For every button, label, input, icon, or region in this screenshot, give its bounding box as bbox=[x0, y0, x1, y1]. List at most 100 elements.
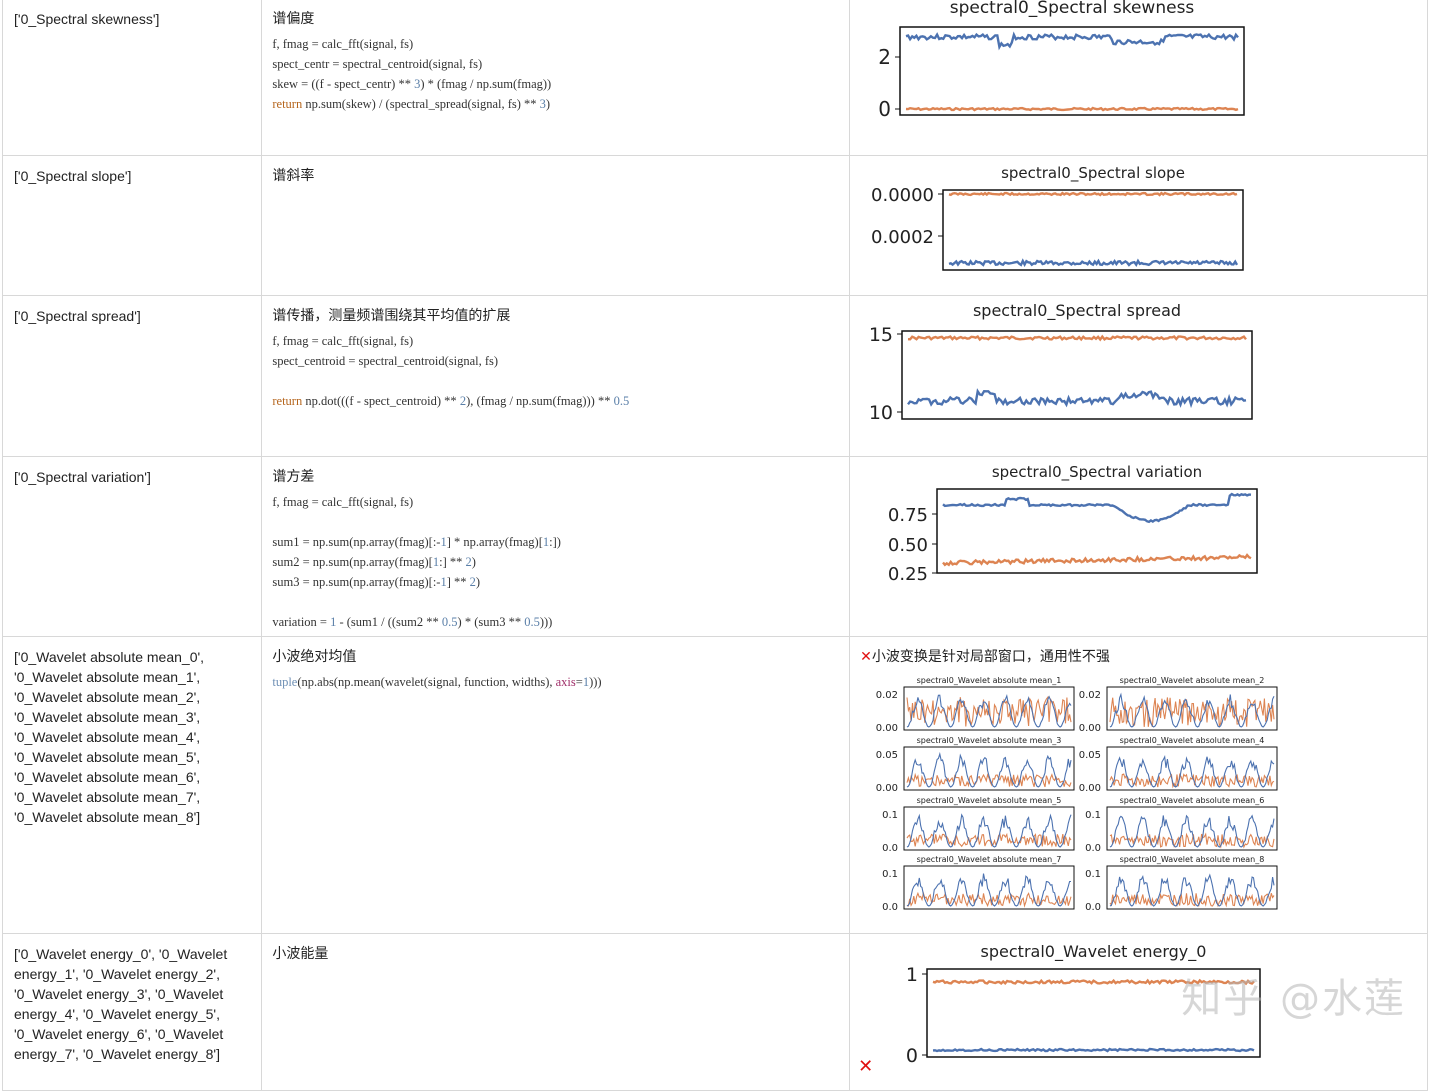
code-line: sum3 = np.sum(np.array(fmag)[:-1] ** 2) bbox=[272, 575, 481, 589]
note-text: 小波变换是针对局部窗口，通用性不强 bbox=[871, 649, 1110, 665]
y-tick-label: 0.0 bbox=[882, 902, 898, 913]
description-cell: 谱斜率 bbox=[261, 155, 851, 296]
y-tick-label: 0.75 bbox=[888, 505, 928, 526]
y-tick-label: 0.02 bbox=[876, 690, 898, 701]
line-chart: spectral0_Spectral spread 15 10 bbox=[869, 301, 1253, 424]
series-line-1 bbox=[905, 31, 1240, 51]
feature-name-cell: ['0_Spectral variation'] bbox=[1, 456, 263, 637]
y-tick-label: 0.05 bbox=[876, 750, 898, 761]
chart-title: spectral0_Wavelet energy_0 bbox=[981, 942, 1207, 962]
plot-frame bbox=[936, 488, 1258, 574]
code-line: f, fmag = calc_fft(signal, fs) bbox=[272, 37, 414, 51]
series-line-2 bbox=[933, 1047, 1255, 1053]
y-tick-label: 0 bbox=[878, 97, 891, 121]
line-chart: spectral0_Spectral slope 0.0000 0.0002 bbox=[871, 164, 1244, 271]
mini-plot-frame bbox=[903, 746, 1075, 791]
y-tick-label: 0.0000 bbox=[871, 185, 934, 206]
feature-description: 谱方差 bbox=[272, 469, 315, 485]
y-tick-label: 0.1 bbox=[882, 810, 898, 821]
feature-name-cell: ['0_Wavelet absolute mean_0', '0_Wavelet… bbox=[1, 636, 263, 934]
code-line: sum1 = np.sum(np.array(fmag)[:-1] * np.a… bbox=[272, 535, 561, 549]
series-line-1 bbox=[906, 693, 1072, 728]
plot-frame bbox=[942, 189, 1244, 271]
description-cell: 谱偏度 f, fmag = calc_fft(signal, fs) spect… bbox=[261, 0, 851, 156]
code-line: return np.sum(skew) / (spectral_spread(s… bbox=[272, 97, 551, 111]
y-tick-label: 0.1 bbox=[882, 869, 898, 880]
feature-name: ['0_Spectral spread'] bbox=[14, 308, 141, 324]
series-line-1 bbox=[1109, 755, 1275, 788]
series-line-2 bbox=[906, 695, 1072, 727]
mini-chart-title: spectral0_Wavelet absolute mean_1 bbox=[917, 676, 1062, 685]
cross-mark-icon: ✕ bbox=[860, 649, 872, 665]
y-tick-label: 0 bbox=[906, 1045, 918, 1067]
code-line: f, fmag = calc_fft(signal, fs) bbox=[272, 334, 414, 348]
y-tick-label: 0.00 bbox=[1079, 783, 1101, 794]
code-line: spect_centroid = spectral_centroid(signa… bbox=[272, 354, 499, 368]
mini-plot-frame bbox=[1106, 806, 1278, 851]
y-tick-label: 0.25 bbox=[888, 564, 928, 585]
plot-frame bbox=[901, 330, 1253, 420]
series-line-2 bbox=[907, 388, 1247, 409]
series-line-1 bbox=[1109, 692, 1275, 728]
plot-frame bbox=[899, 26, 1245, 116]
feature-description: 小波能量 bbox=[272, 946, 329, 962]
mini-chart-title: spectral0_Wavelet absolute mean_8 bbox=[1120, 855, 1265, 864]
code-block: f, fmag = calc_fft(signal, fs) spect_cen… bbox=[263, 325, 849, 411]
feature-name-cell: ['0_Spectral skewness'] bbox=[1, 0, 263, 156]
feature-name: ['0_Wavelet energy_0', '0_Wavelet energy… bbox=[14, 946, 228, 1062]
plot-cell: spectral0_Spectral variation 0.75 0.50 0.25 bbox=[849, 456, 1428, 637]
y-tick-label: 0.50 bbox=[888, 535, 928, 556]
code-line: f, fmag = calc_fft(signal, fs) bbox=[272, 495, 414, 509]
feature-name-cell: ['0_Wavelet energy_0', '0_Wavelet energy… bbox=[1, 933, 263, 1091]
cross-mark-icon: ✕ bbox=[858, 1056, 874, 1077]
code-line: skew = ((f - spect_centr) ** 3) * (fmag … bbox=[272, 77, 552, 91]
line-chart: spectral0_Spectral skewness 2 0 bbox=[878, 0, 1245, 121]
feature-description: 谱传播，测量频谱围绕其平均值的扩展 bbox=[272, 308, 511, 324]
series-line-1 bbox=[1109, 873, 1275, 907]
y-tick-label: 10 bbox=[869, 402, 893, 424]
feature-description: 谱斜率 bbox=[272, 168, 315, 184]
plot-frame bbox=[926, 968, 1261, 1058]
series-line-1 bbox=[906, 751, 1072, 788]
feature-name: ['0_Spectral variation'] bbox=[14, 469, 151, 485]
code-line: variation = 1 - (sum1 / ((sum2 ** 0.5) *… bbox=[272, 615, 553, 629]
mini-plot-frame bbox=[1106, 686, 1278, 731]
feature-name-cell: ['0_Spectral slope'] bbox=[1, 155, 263, 296]
y-tick-label: 0.1 bbox=[1085, 869, 1101, 880]
wavelet-chart-grid: spectral0_Wavelet absolute mean_1 0.02 0.0… bbox=[876, 676, 1278, 913]
line-chart: spectral0_Spectral variation 0.75 0.50 0.25 bbox=[888, 463, 1258, 585]
feature-description: 谱偏度 bbox=[272, 11, 315, 27]
mini-chart-title: spectral0_Wavelet absolute mean_7 bbox=[917, 855, 1062, 864]
mini-plot-frame bbox=[903, 686, 1075, 731]
series-line-1 bbox=[906, 873, 1072, 907]
chart-title: spectral0_Spectral skewness bbox=[950, 0, 1195, 18]
series-line-2 bbox=[906, 772, 1072, 788]
y-tick-label: 0.1 bbox=[1085, 810, 1101, 821]
chart-title: spectral0_Spectral variation bbox=[992, 463, 1202, 482]
code-block: f, fmag = calc_fft(signal, fs) spect_cen… bbox=[263, 28, 849, 114]
mini-plot-frame bbox=[1106, 746, 1278, 791]
y-tick-label: 0.02 bbox=[1079, 690, 1101, 701]
plot-cell: spectral0_Spectral skewness 2 0 bbox=[849, 0, 1428, 156]
mini-chart-title: spectral0_Wavelet absolute mean_4 bbox=[1120, 736, 1265, 745]
description-cell: 谱方差 f, fmag = calc_fft(signal, fs) sum1 … bbox=[261, 456, 851, 637]
line-chart: spectral0_Wavelet energy_0 1 0 bbox=[906, 942, 1261, 1067]
series-line-1 bbox=[948, 191, 1238, 197]
mini-chart-title: spectral0_Wavelet absolute mean_5 bbox=[917, 796, 1062, 805]
code-block: tuple(np.abs(np.mean(wavelet(signal, fun… bbox=[263, 666, 849, 692]
series-line-2 bbox=[1109, 697, 1275, 728]
y-tick-label: 0.05 bbox=[1079, 750, 1101, 761]
table-row: ['0_Spectral slope'] 谱斜率 spectral0_Spect… bbox=[1, 155, 1428, 296]
series-line-2 bbox=[906, 106, 1239, 112]
y-tick-label: 0.00 bbox=[1079, 723, 1101, 734]
plot-cell: spectral0_Spectral slope 0.0000 0.0002 bbox=[849, 155, 1428, 296]
series-line-1 bbox=[1109, 814, 1275, 848]
table-row: ['0_Spectral spread'] 谱传播，测量频谱围绕其平均值的扩展 … bbox=[1, 295, 1428, 457]
description-cell: 小波绝对均值 tuple(np.abs(np.mean(wavelet(sign… bbox=[261, 636, 851, 934]
feature-name: ['0_Spectral skewness'] bbox=[14, 11, 160, 27]
y-tick-label: 0.0002 bbox=[871, 227, 934, 248]
feature-name: ['0_Spectral slope'] bbox=[14, 168, 132, 184]
series-line-2 bbox=[1109, 892, 1275, 908]
y-tick-label: 0.0 bbox=[1085, 843, 1101, 854]
